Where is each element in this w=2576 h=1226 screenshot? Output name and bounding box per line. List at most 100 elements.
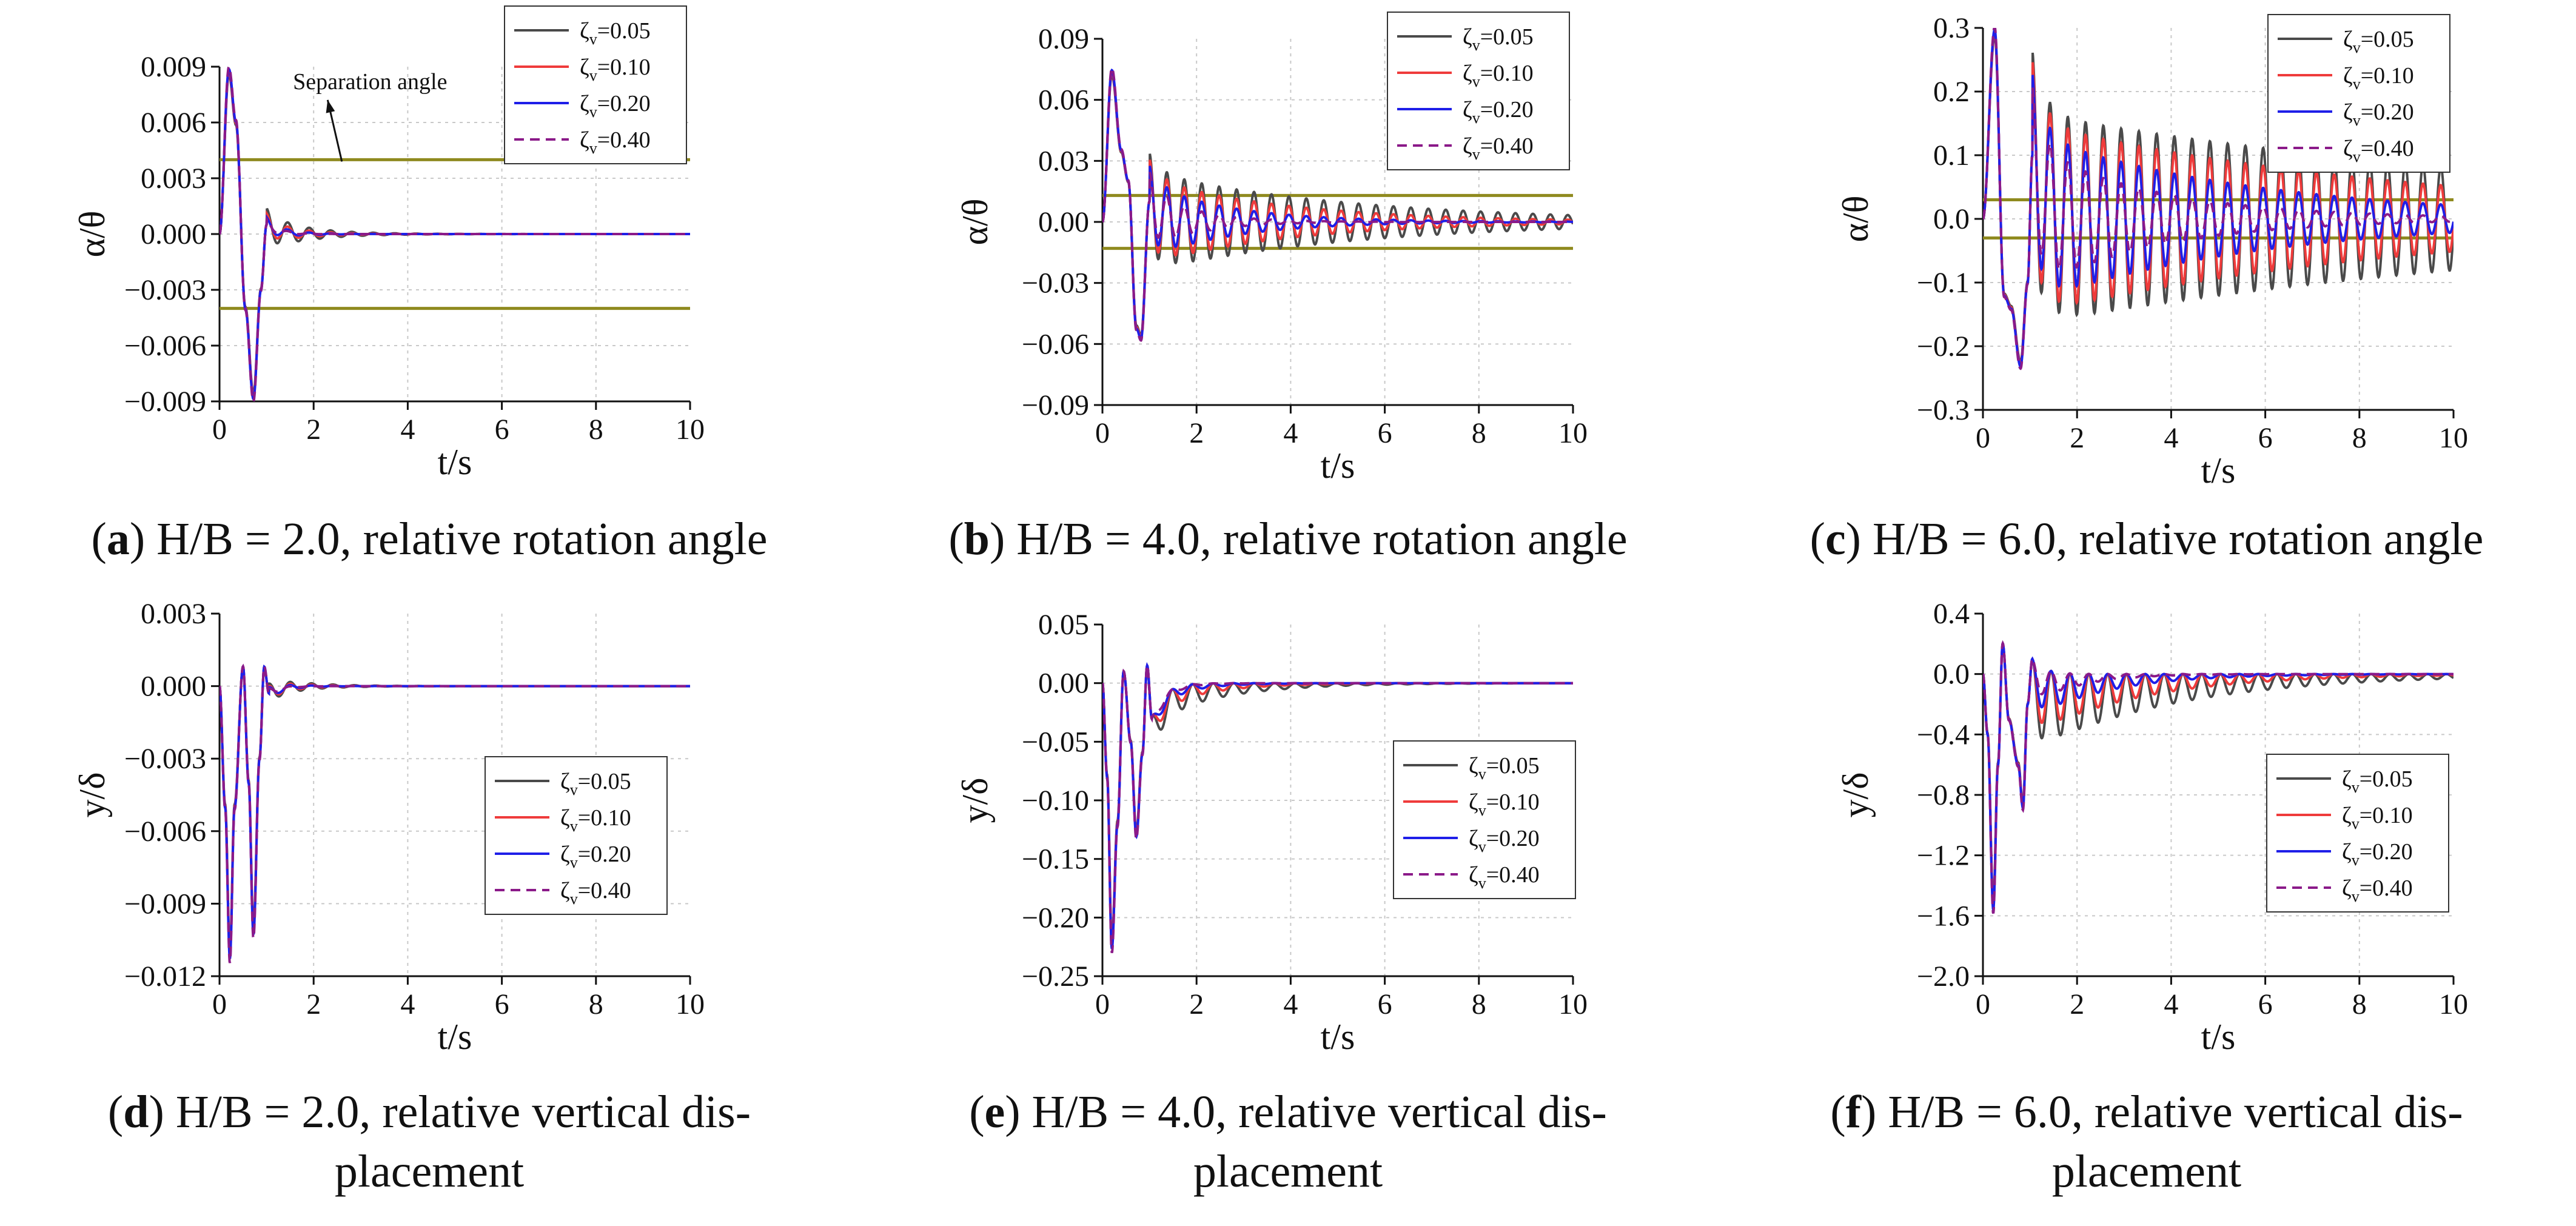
x-tick-label: 4 [400, 414, 415, 446]
legend-label-value: =0.40 [1486, 862, 1540, 888]
caption-a: (a) H/B = 2.0, relative rotation angle [91, 514, 768, 564]
legend-label-symbol: ζ [560, 842, 570, 867]
y-tick-label: 0.4 [1933, 598, 1970, 630]
caption-letter: b [964, 514, 990, 564]
y-tick-label: −0.009 [124, 888, 206, 920]
chart-e: 0 2 4 6 8 10 0.05 0.00 −0.05 −0.10 −0.15 −0.20 −0.25… [955, 609, 1588, 1057]
legend-label-value: =0.10 [2361, 63, 2414, 89]
x-tick-label: 2 [306, 414, 321, 446]
legend-label-subscript: v [2353, 112, 2361, 129]
legend-label: ζv=0.10 [1469, 789, 1540, 819]
y-axis-label: y/δ [72, 772, 112, 818]
y-tick-label: 0.3 [1933, 12, 1970, 44]
legend-label-value: =0.20 [1480, 97, 1534, 122]
series-line-040 [1102, 66, 1573, 342]
legend-label: ζv=0.20 [580, 91, 651, 121]
legend-label-symbol: ζ [1469, 826, 1478, 851]
legend-label: ζv=0.40 [2342, 876, 2413, 905]
y-tick-label: −0.003 [124, 274, 206, 306]
x-tick-label: 8 [2352, 988, 2367, 1020]
y-tick-label: 0.000 [141, 671, 206, 703]
legend-label-subscript: v [570, 817, 578, 835]
y-axis-label: α/θ [955, 199, 995, 246]
y-tick-label: −0.1 [1917, 267, 1970, 299]
x-tick-label: 8 [589, 414, 603, 446]
x-tick-label: 6 [495, 414, 509, 446]
y-tick-label: −0.8 [1917, 779, 1970, 811]
y-tick-label: −0.006 [124, 330, 206, 362]
caption-text: H/B = 4.0, relative vertical dis- [1020, 1087, 1607, 1137]
y-axis-label: y/δ [955, 778, 995, 823]
caption-letter: d [123, 1087, 149, 1137]
legend-box [1387, 12, 1570, 170]
legend-label-subscript: v [2353, 39, 2361, 56]
legend-label-value: =0.10 [1480, 61, 1534, 86]
caption-f: (f) H/B = 6.0, relative vertical dis-pla… [1830, 1087, 2463, 1197]
legend-label-value: =0.20 [2361, 99, 2414, 125]
y-tick-label: −0.09 [1022, 389, 1089, 421]
legend-label-value: =0.40 [578, 878, 631, 903]
legend-label-subscript: v [1478, 765, 1486, 783]
caption-letter: f [1845, 1087, 1862, 1137]
x-tick-label: 2 [2070, 988, 2084, 1020]
legend-label-subscript: v [570, 854, 578, 871]
y-tick-label: −0.15 [1022, 843, 1089, 876]
x-tick-label: 8 [1472, 988, 1486, 1020]
x-tick-label: 6 [495, 988, 509, 1020]
legend-label-subscript: v [1478, 838, 1486, 856]
legend-label-symbol: ζ [2342, 876, 2352, 901]
legend-label-symbol: ζ [2342, 766, 2352, 792]
legend-label-symbol: ζ [580, 18, 589, 44]
y-tick-label: 0.06 [1038, 84, 1089, 116]
chart-b: 0 2 4 6 8 10 0.09 0.06 0.03 0.00 −0.03 −0.06 −0.09 t/… [955, 12, 1588, 486]
x-tick-label: 0 [1095, 417, 1110, 449]
y-tick-label: 0.1 [1933, 139, 1970, 172]
x-axis-label: t/s [1321, 446, 1355, 486]
caption-text: H/B = 2.0, relative rotation angle [145, 514, 768, 564]
y-tick-label: −0.012 [124, 960, 206, 993]
legend-label-subscript: v [589, 67, 597, 84]
x-tick-label: 10 [1558, 417, 1588, 449]
caption-text: H/B = 6.0, relative rotation angle [1860, 514, 2484, 564]
x-tick-label: 4 [400, 988, 415, 1020]
legend-label-value: =0.10 [2360, 803, 2413, 828]
x-tick-label: 10 [2439, 988, 2468, 1020]
legend-label: ζv=0.10 [580, 55, 651, 84]
caption-text-line2: placement [1193, 1146, 1383, 1197]
y-tick-label: −1.6 [1917, 900, 1970, 932]
legend-box [1393, 740, 1576, 899]
y-tick-label: 0.0 [1933, 658, 1970, 691]
y-axis-label: α/θ [72, 211, 112, 258]
legend-label-value: =0.40 [597, 127, 651, 153]
x-tick-label: 8 [589, 988, 603, 1020]
caption-text-line2: placement [334, 1146, 525, 1197]
legend-label-subscript: v [2353, 148, 2361, 166]
x-tick-label: 10 [676, 988, 705, 1020]
caption-e: (e) H/B = 4.0, relative vertical dis-pla… [969, 1087, 1607, 1197]
y-axis-label: y/δ [1836, 772, 1876, 818]
caption-b: (b) H/B = 4.0, relative rotation angle [948, 514, 1628, 564]
legend-label: ζv=0.40 [560, 878, 631, 908]
x-tick-label: 4 [1283, 417, 1298, 449]
y-tick-label: 0.2 [1933, 76, 1970, 108]
legend-label: ζv=0.20 [1469, 826, 1540, 856]
legend-label-symbol: ζ [1469, 789, 1478, 815]
y-tick-label: 0.006 [141, 107, 206, 139]
legend-label: ζv=0.10 [2343, 63, 2414, 93]
legend-label: ζv=0.10 [1463, 61, 1534, 90]
legend-label-value: =0.05 [1480, 24, 1534, 50]
legend-label-symbol: ζ [2342, 839, 2352, 865]
x-tick-label: 10 [676, 414, 705, 446]
caption-letter: a [106, 514, 130, 564]
legend-label-subscript: v [1478, 802, 1486, 819]
legend-label-value: =0.40 [2361, 136, 2414, 161]
annotation-arrow-head [326, 99, 335, 113]
legend-label: ζv=0.05 [2343, 27, 2414, 56]
legend-label-subscript: v [2352, 815, 2360, 832]
y-tick-label: −0.06 [1022, 328, 1089, 360]
series-line-040 [220, 67, 690, 401]
